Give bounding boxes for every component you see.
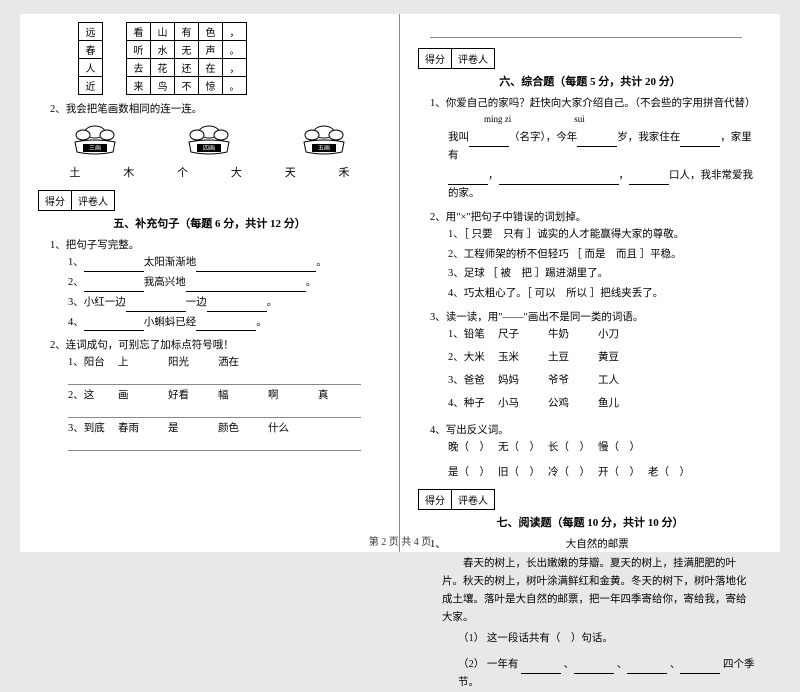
grid-cell: 不 (175, 77, 199, 95)
s6-q4: 4、写出反义词。 (430, 422, 762, 437)
s7-sub2: （2） 一年有 、 、 、 四个季节。 (458, 656, 762, 692)
s5-q1-4: 4、小蝌蚪已经。 (68, 314, 381, 332)
char: 个 (177, 164, 188, 180)
pinyin-row: míng zi suì (448, 112, 762, 127)
s6-q4-row2: 是（ ）旧（ ）冷（ ）开（ ）老（ ） (448, 464, 762, 479)
grid-cell (103, 41, 127, 59)
grid-cell: 去 (127, 59, 151, 77)
s6-q3: 3、读一读，用"——"画出不是同一类的词语。 (430, 309, 762, 324)
s6-q1-line2: ，，口人，我非常爱我的家。 (448, 167, 762, 203)
char: 禾 (339, 164, 350, 180)
grid-cell: 惊 (199, 77, 223, 95)
s5-q1-3: 3、小红一边一边。 (68, 294, 381, 312)
flower-icon: 四画 (179, 124, 239, 160)
answer-line (68, 404, 361, 418)
char: 天 (285, 164, 296, 180)
s5-q2-row2: 2、这画好看幅啊真 (68, 387, 381, 402)
char: 木 (123, 164, 134, 180)
grid-cell: 远 (79, 23, 103, 41)
q2-left-text: 2、我会把笔画数相同的连一连。 (50, 101, 381, 116)
flower-icon: 三画 (65, 124, 125, 160)
s7-paragraph: 春天的树上，长出嫩嫩的芽瓣。夏天的树上，挂满肥肥的叶片。秋天的树上，树叶涂满鲜红… (442, 555, 750, 626)
score-label: 得分 (418, 48, 452, 69)
s6-q2-4: 4、巧太粗心了。［ 可以 所以 ］把线夹丢了。 (448, 285, 762, 303)
grid-cell: ， (223, 59, 247, 77)
svg-text:五画: 五画 (318, 145, 330, 152)
section7-title: 七、阅读题（每题 10 分，共计 10 分） (418, 514, 762, 530)
s6-q3-row: 2、大米玉米土豆黄豆 (448, 349, 762, 364)
grid-cell: 来 (127, 77, 151, 95)
grid-cell: 有 (175, 23, 199, 41)
s6-q2-2: 2、工程师架的桥不但轻巧 ［ 而是 而且 ］平稳。 (448, 246, 762, 264)
right-column: 得分 评卷人 六、综合题（每题 5 分，共计 20 分） 1、你爱自己的家吗？赶… (400, 14, 780, 552)
grid-cell: 还 (175, 59, 199, 77)
s6-q3-row: 1、铅笔尺子牛奶小刀 (448, 326, 762, 341)
s6-q3-row: 4、种子小马公鸡鱼儿 (448, 395, 762, 410)
grid-cell: 山 (151, 23, 175, 41)
grid-cell: 近 (79, 77, 103, 95)
s5-q1: 1、把句子写完整。 (50, 237, 381, 252)
grid-cell: 无 (175, 41, 199, 59)
s5-q2-row1: 1、阳台上阳光洒在 (68, 354, 381, 369)
grid-cell (103, 77, 127, 95)
grid-cell: 声 (199, 41, 223, 59)
grid-cell: 花 (151, 59, 175, 77)
grid-cell: 看 (127, 23, 151, 41)
answer-line (430, 24, 742, 38)
grid-cell (103, 59, 127, 77)
s6-q2-1: 1、［ 只要 只有 ］诚实的人才能赢得大家的尊敬。 (448, 226, 762, 244)
s5-q1-2: 2、我高兴地。 (68, 274, 381, 292)
grid-cell: ， (223, 23, 247, 41)
s6-q3-row: 3、爸爸妈妈爷爷工人 (448, 372, 762, 387)
char: 土 (69, 164, 80, 180)
answer-line (68, 437, 361, 451)
score-box: 得分 评卷人 (38, 190, 381, 211)
answer-line (68, 371, 361, 385)
grid-cell: 水 (151, 41, 175, 59)
score-label: 得分 (38, 190, 72, 211)
grid-cell: 色 (199, 23, 223, 41)
grid-cell: 鸟 (151, 77, 175, 95)
grid-cell (103, 23, 127, 41)
s5-q2-row3: 3、到底春雨是颜色什么 (68, 420, 381, 435)
page-footer: 第 2 页 共 4 页 (20, 533, 780, 548)
score-label: 得分 (418, 489, 452, 510)
section5-title: 五、补充句子（每题 6 分，共计 12 分） (38, 215, 381, 231)
flower-row: 三画 四画 五画 (38, 124, 381, 160)
score-box: 得分 评卷人 (418, 48, 762, 69)
svg-text:三画: 三画 (89, 145, 101, 152)
s7-sub1: （1） 这一段话共有（ ）句话。 (458, 630, 762, 648)
grid-cell: 。 (223, 77, 247, 95)
page-container: 远看山有色，春听水无声。人去花还在，近来鸟不惊。 2、我会把笔画数相同的连一连。… (20, 14, 780, 552)
s6-q1: 1、你爱自己的家吗？赶快向大家介绍自己。（不会些的字用拼音代替） (430, 95, 762, 110)
score-box: 得分 评卷人 (418, 489, 762, 510)
s5-q2: 2、连词成句，可别忘了加标点符号哦！ (50, 337, 381, 352)
grid-cell: 在 (199, 59, 223, 77)
grid-cell: 人 (79, 59, 103, 77)
s6-q1-line1: 我叫（名字），今年岁，我家住在，家里有 (448, 129, 762, 165)
s6-q4-row1: 晚（ ）无（ ）长（ ）慢（ ） (448, 439, 762, 454)
char-row: 土 木 个 大 天 禾 (48, 164, 371, 180)
s6-q2: 2、用"×"把句子中错误的词划掉。 (430, 209, 762, 224)
grader-label: 评卷人 (452, 48, 495, 69)
flower-icon: 五画 (294, 124, 354, 160)
grid-cell: 。 (223, 41, 247, 59)
grader-label: 评卷人 (72, 190, 115, 211)
grid-cell: 听 (127, 41, 151, 59)
s5-q1-1: 1、太阳渐渐地。 (68, 254, 381, 272)
s6-q2-3: 3、足球 ［ 被 把 ］踢进湖里了。 (448, 265, 762, 283)
char: 大 (231, 164, 242, 180)
grid-cell: 春 (79, 41, 103, 59)
svg-text:四画: 四画 (203, 145, 215, 152)
section6-title: 六、综合题（每题 5 分，共计 20 分） (418, 73, 762, 89)
left-column: 远看山有色，春听水无声。人去花还在，近来鸟不惊。 2、我会把笔画数相同的连一连。… (20, 14, 400, 552)
poem-grid: 远看山有色，春听水无声。人去花还在，近来鸟不惊。 (78, 22, 247, 95)
grader-label: 评卷人 (452, 489, 495, 510)
